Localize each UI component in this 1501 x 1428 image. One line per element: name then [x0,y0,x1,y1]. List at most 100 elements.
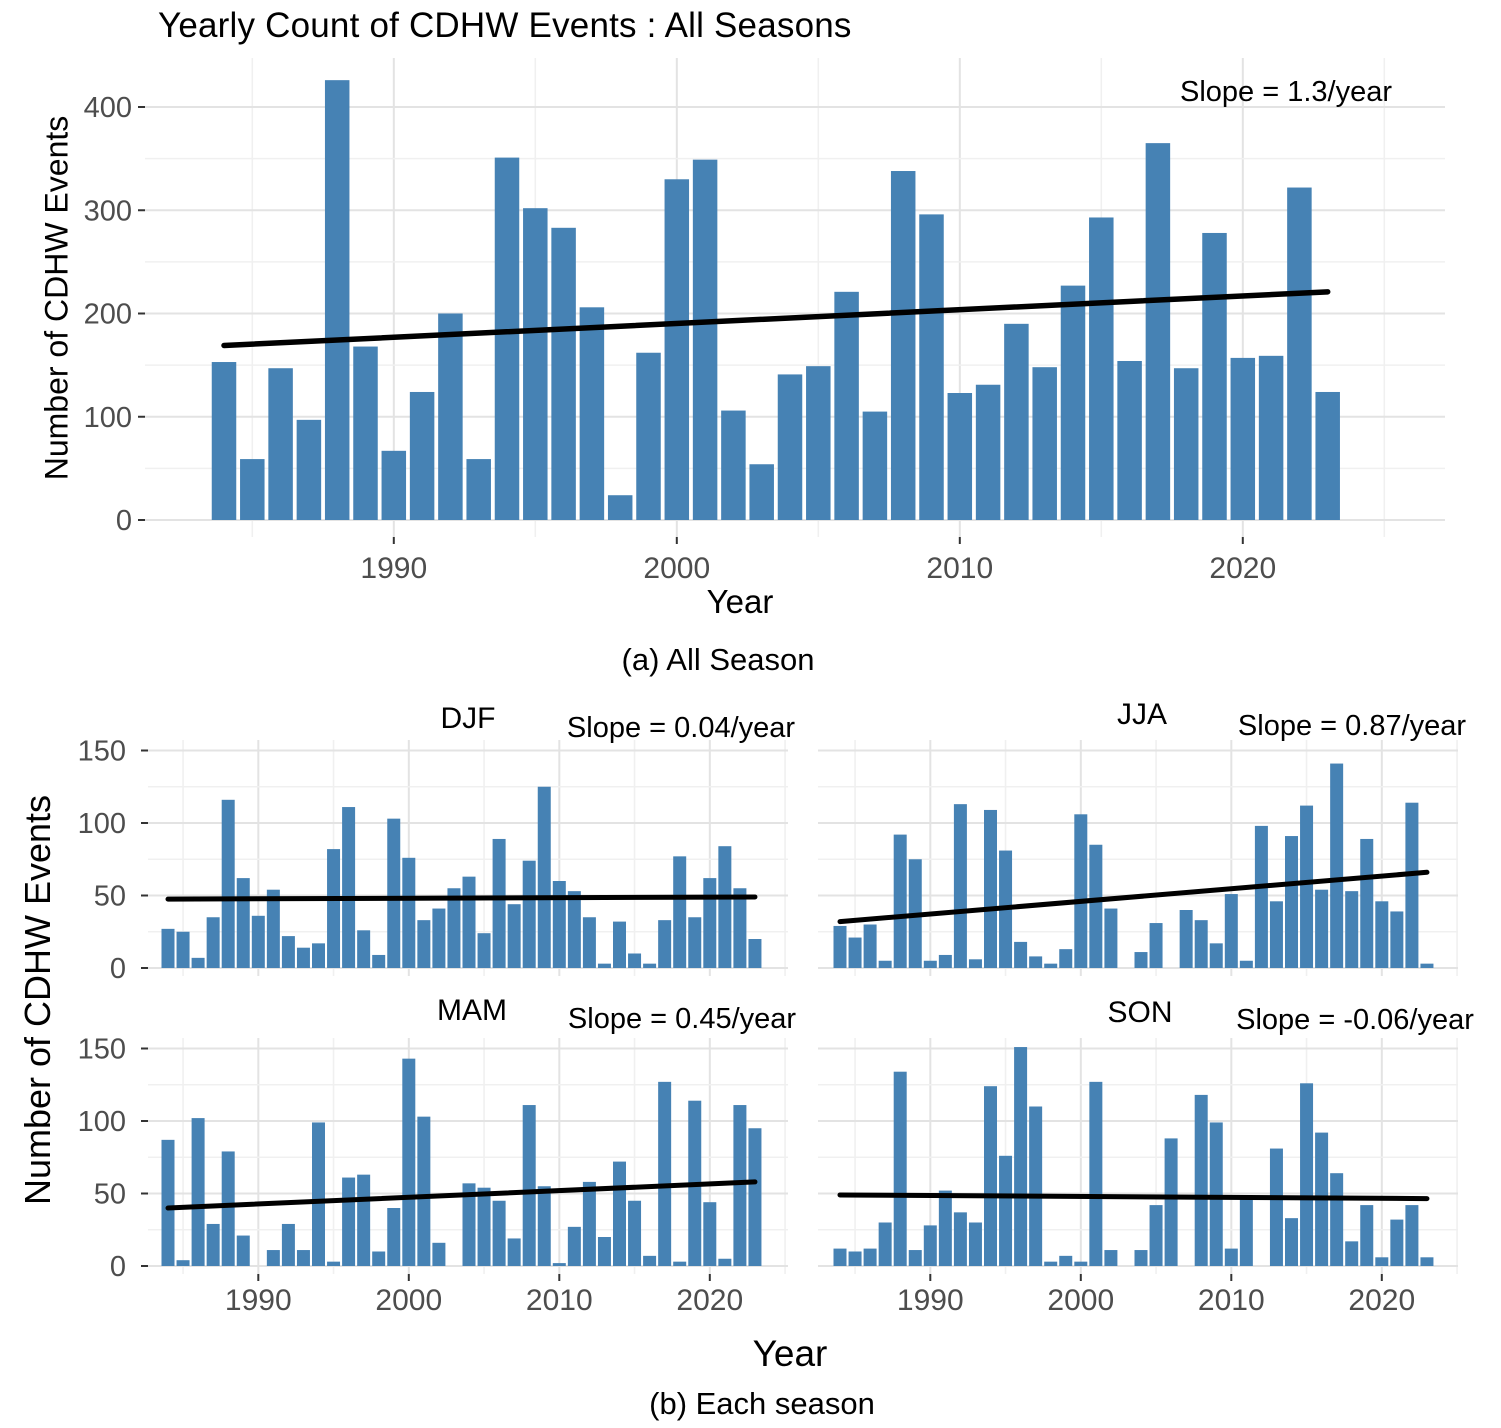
bar-son-2021 [1390,1219,1404,1266]
bar-son-1992 [953,1212,967,1266]
bar-all_seasons-2012 [1004,323,1029,520]
bar-mam-2018 [673,1261,687,1266]
x-tick-label-all_seasons-2020: 2020 [1209,552,1276,585]
slope-annotation-all-seasons: Slope = 1.3/year [1179,76,1392,108]
bar-mam-1997 [357,1174,371,1266]
bar-all_seasons-2023 [1315,391,1340,520]
bar-jja-2023 [1420,963,1434,968]
bar-son-2009 [1209,1122,1223,1266]
bar-mam-1998 [372,1251,386,1266]
bar-mam-1987 [206,1223,220,1266]
bar-mam-2011 [567,1226,581,1266]
slope-annotation-son: Slope = -0.06/year [1236,1004,1474,1036]
bar-son-1989 [908,1250,922,1266]
bar-djf-1999 [387,818,401,968]
bar-all_seasons-2003 [749,464,774,520]
bar-djf-2017 [658,920,672,968]
bar-jja-1997 [1029,956,1043,968]
bar-all_seasons-2001 [692,159,718,520]
bar-djf-1984 [161,928,175,968]
bar-mam-2004 [462,1183,476,1266]
bar-mam-2005 [477,1187,491,1266]
trend-line-jja [837,869,1430,925]
bar-all_seasons-2010 [947,393,973,520]
bar-djf-2019 [688,917,702,968]
bar-djf-1987 [206,917,220,968]
bar-son-1995 [999,1155,1013,1266]
slope-annotation-mam: Slope = 0.45/year [567,1003,797,1035]
x-tick-label-all_seasons-1990: 1990 [360,552,427,585]
bar-djf-2023 [748,939,762,968]
bar-jja-2020 [1375,901,1389,968]
bar-son-1999 [1059,1255,1073,1266]
bar-jja-2010 [1224,894,1238,968]
bar-all_seasons-2008 [890,171,916,520]
bar-djf-1985 [176,931,190,968]
bar-djf-1997 [357,930,371,968]
panel-title-mam: MAM [437,994,507,1027]
bar-all_seasons-1999 [636,352,661,520]
bar-mam-1994 [312,1122,325,1266]
bar-all_seasons-1986 [268,368,293,520]
bar-all_seasons-2004 [777,374,803,520]
bar-jja-2012 [1254,825,1268,968]
bar-jja-2015 [1300,805,1314,968]
bar-jja-1992 [953,804,967,968]
bar-jja-2009 [1209,943,1223,968]
bar-mam-2001 [417,1116,431,1266]
bar-djf-1993 [296,947,310,968]
x-tick-label-mam-2010: 2010 [526,1284,593,1317]
bar-son-1996 [1014,1047,1028,1266]
bar-all_seasons-2021 [1258,355,1284,520]
y-tick-label-all_seasons-0: 0 [116,505,132,537]
bar-jja-2000 [1074,814,1088,968]
x-tick-label-son-2020: 2020 [1348,1284,1415,1317]
bar-djf-2016 [643,963,657,968]
bar-mam-2009 [537,1186,551,1266]
bar-son-2006 [1164,1138,1178,1266]
bar-all_seasons-1984 [211,362,237,520]
bar-mam-2017 [658,1081,672,1266]
bar-son-1990 [923,1225,937,1266]
bar-son-2017 [1330,1173,1344,1266]
bar-djf-1992 [281,936,295,968]
y-tick-label-djf-100: 100 [78,808,126,840]
bar-mam-2007 [507,1238,521,1266]
bar-son-1986 [863,1248,877,1266]
bar-son-1987 [878,1222,892,1266]
x-axis-title-top: Year [706,583,774,620]
bar-mam-1995 [327,1261,341,1266]
bar-jja-1988 [893,834,907,968]
bar-mam-1991 [266,1250,280,1266]
bar-son-1993 [968,1222,982,1266]
caption-a: (a) All Season [621,642,815,677]
bar-djf-2021 [718,846,732,968]
bar-son-1984 [833,1248,847,1266]
bar-son-1985 [848,1251,862,1266]
bar-mam-2002 [432,1242,446,1266]
bar-son-2010 [1224,1248,1238,1266]
bar-djf-1995 [327,849,341,968]
bar-son-1994 [984,1086,997,1266]
bar-djf-2009 [537,786,551,968]
y-tick-label-mam-100: 100 [78,1106,126,1138]
bar-djf-2004 [462,876,476,968]
bar-jja-2014 [1285,836,1298,968]
bar-son-2023 [1420,1257,1434,1266]
x-tick-label-all_seasons-2000: 2000 [643,552,710,585]
bar-son-2001 [1089,1081,1103,1266]
bar-djf-2003 [447,888,461,968]
bar-all_seasons-1989 [353,346,378,520]
bar-all_seasons-1995 [523,208,548,520]
bar-djf-2007 [507,904,521,968]
bar-djf-2010 [552,881,566,968]
y-tick-label-all_seasons-300: 300 [84,195,132,227]
bar-mam-1992 [281,1223,295,1266]
panel-title-djf: DJF [440,702,496,735]
bar-djf-1996 [342,807,356,968]
bar-djf-2018 [673,856,687,968]
bar-djf-2005 [477,933,491,968]
bar-mam-1993 [296,1250,310,1266]
bar-son-1991 [938,1190,952,1266]
bar-jja-2016 [1315,889,1329,968]
